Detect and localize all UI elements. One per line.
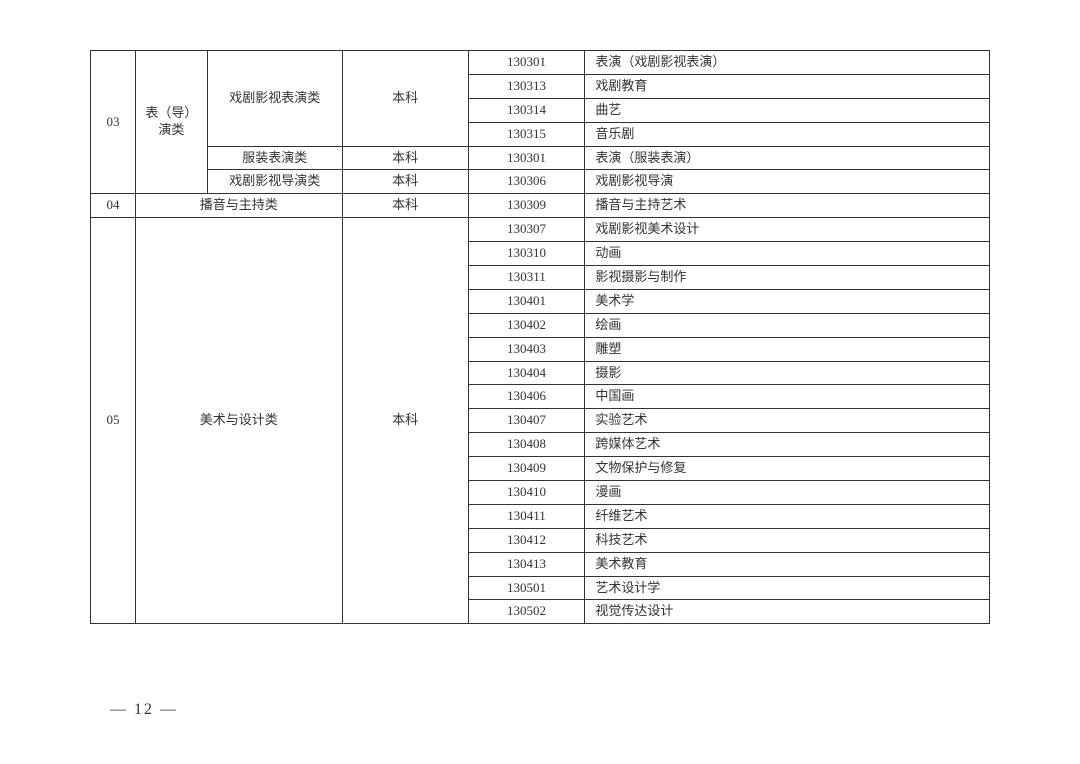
major-name: 漫画 [585,481,990,505]
major-code: 130406 [468,385,585,409]
major-code: 130402 [468,313,585,337]
group-code: 05 [91,218,136,624]
level-cell: 本科 [342,194,468,218]
major-code: 130409 [468,457,585,481]
major-name: 美术教育 [585,552,990,576]
major-name: 音乐剧 [585,122,990,146]
major-name: 动画 [585,242,990,266]
major-name: 戏剧影视导演 [585,170,990,194]
major-name: 中国画 [585,385,990,409]
major-name: 跨媒体艺术 [585,433,990,457]
major-code: 130408 [468,433,585,457]
major-name: 戏剧教育 [585,74,990,98]
major-code: 130309 [468,194,585,218]
major-code: 130411 [468,504,585,528]
major-name: 纤维艺术 [585,504,990,528]
major-name: 美术学 [585,289,990,313]
major-name: 摄影 [585,361,990,385]
major-name: 表演（戏剧影视表演） [585,51,990,75]
major-name: 科技艺术 [585,528,990,552]
level-cell: 本科 [342,51,468,147]
subcategory-cell: 戏剧影视导演类 [207,170,342,194]
major-code: 130502 [468,600,585,624]
major-name: 戏剧影视美术设计 [585,218,990,242]
group-code: 04 [91,194,136,218]
major-code: 130301 [468,51,585,75]
level-cell: 本科 [342,146,468,170]
table-row: 戏剧影视导演类本科130306戏剧影视导演 [91,170,990,194]
table-row: 04播音与主持类本科130309播音与主持艺术 [91,194,990,218]
major-code: 130313 [468,74,585,98]
level-cell: 本科 [342,218,468,624]
major-name: 绘画 [585,313,990,337]
major-name: 播音与主持艺术 [585,194,990,218]
major-code: 130404 [468,361,585,385]
major-name: 艺术设计学 [585,576,990,600]
major-code: 130412 [468,528,585,552]
category-cell: 播音与主持类 [135,194,342,218]
major-code: 130306 [468,170,585,194]
subcategory-cell: 服装表演类 [207,146,342,170]
major-code: 130413 [468,552,585,576]
table-row: 服装表演类本科130301表演（服装表演） [91,146,990,170]
level-cell: 本科 [342,170,468,194]
major-code: 130307 [468,218,585,242]
table-row: 05美术与设计类本科130307戏剧影视美术设计 [91,218,990,242]
subcategory-cell: 戏剧影视表演类 [207,51,342,147]
category-cell: 表（导）演类 [135,51,207,194]
major-name: 影视摄影与制作 [585,266,990,290]
major-code: 130310 [468,242,585,266]
major-code: 130314 [468,98,585,122]
major-code: 130401 [468,289,585,313]
major-code: 130311 [468,266,585,290]
major-name: 实验艺术 [585,409,990,433]
category-cell: 美术与设计类 [135,218,342,624]
major-name: 曲艺 [585,98,990,122]
major-code: 130407 [468,409,585,433]
page-number: — 12 — [110,701,178,719]
majors-table: 03表（导）演类戏剧影视表演类本科130301表演（戏剧影视表演）130313戏… [90,50,990,624]
group-code: 03 [91,51,136,194]
major-code: 130501 [468,576,585,600]
table-row: 03表（导）演类戏剧影视表演类本科130301表演（戏剧影视表演） [91,51,990,75]
major-code: 130410 [468,481,585,505]
major-name: 文物保护与修复 [585,457,990,481]
major-name: 表演（服装表演） [585,146,990,170]
major-name: 视觉传达设计 [585,600,990,624]
major-code: 130301 [468,146,585,170]
major-code: 130403 [468,337,585,361]
major-name: 雕塑 [585,337,990,361]
major-code: 130315 [468,122,585,146]
